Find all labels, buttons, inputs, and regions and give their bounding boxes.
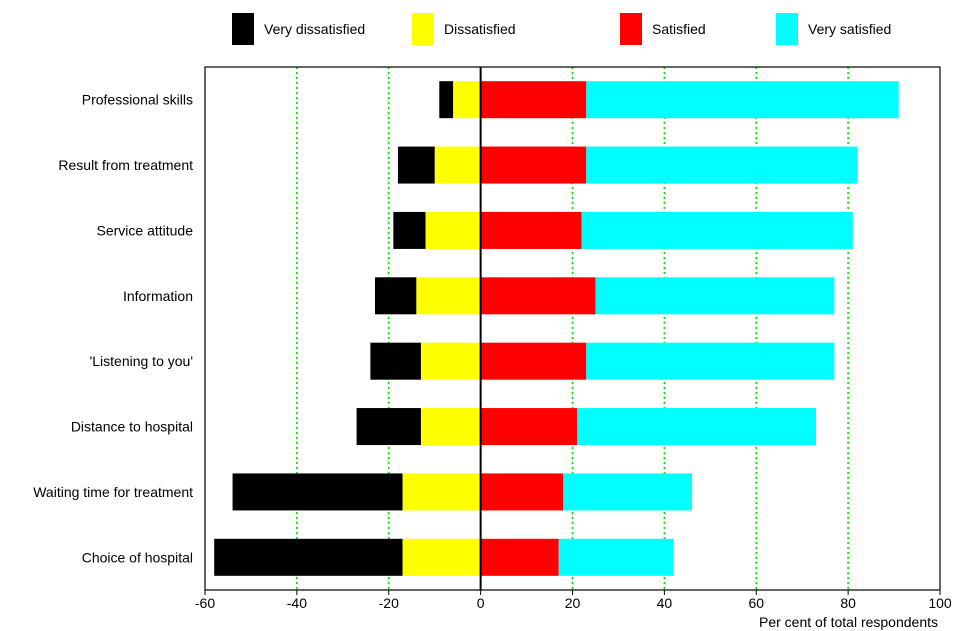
legend-swatch [776, 13, 798, 45]
bar-segment-very-dissatisfied [374, 277, 417, 315]
bar-segment-dissatisfied [402, 538, 481, 576]
x-tick-label: -20 [379, 595, 399, 611]
bar-segment-satisfied [480, 146, 587, 184]
category-label: Distance to hospital [71, 419, 193, 435]
x-tick-label: 0 [477, 595, 485, 611]
x-tick-label: -40 [287, 595, 307, 611]
bar-segment-satisfied [480, 81, 587, 119]
x-tick-label: 20 [565, 595, 581, 611]
bar-segment-satisfied [480, 342, 587, 380]
legend-label: Satisfied [652, 21, 706, 37]
legend-item: Satisfied [620, 12, 706, 46]
bar-segment-dissatisfied [420, 408, 481, 446]
legend-swatch [620, 13, 642, 45]
category-label: Professional skills [82, 92, 193, 108]
bar-segment-very-dissatisfied [397, 146, 435, 184]
bar-segment-very-satisfied [563, 473, 692, 511]
bar-segment-very-satisfied [595, 277, 835, 315]
bar-segment-dissatisfied [425, 211, 481, 249]
bar-segment-very-dissatisfied [370, 342, 421, 380]
legend-item: Very dissatisfied [232, 12, 365, 46]
legend-swatch [232, 13, 254, 45]
x-tick-label: 40 [657, 595, 673, 611]
bar-segment-very-satisfied [577, 408, 816, 446]
bar-segment-satisfied [480, 408, 578, 446]
x-tick-label: 100 [928, 595, 952, 611]
legend-label: Dissatisfied [444, 21, 516, 37]
x-axis-label: Per cent of total respondents [759, 614, 938, 630]
bar-segment-very-satisfied [586, 342, 835, 380]
bar-segment-dissatisfied [402, 473, 481, 511]
bar-segment-very-dissatisfied [439, 81, 454, 119]
bar-segment-very-dissatisfied [214, 538, 403, 576]
category-label: Choice of hospital [82, 549, 193, 565]
bar-segment-satisfied [480, 277, 596, 315]
x-tick-label: -60 [195, 595, 215, 611]
category-label: Waiting time for treatment [33, 484, 193, 500]
legend-item: Very satisfied [776, 12, 891, 46]
category-label: Result from treatment [58, 157, 193, 173]
bar-segment-dissatisfied [434, 146, 481, 184]
bar-segment-dissatisfied [453, 81, 481, 119]
legend-swatch [412, 13, 434, 45]
bar-segment-dissatisfied [416, 277, 481, 315]
bar-segment-very-satisfied [586, 81, 899, 119]
bar-segment-very-satisfied [581, 211, 853, 249]
bar-segment-very-satisfied [558, 538, 674, 576]
bar-segment-satisfied [480, 211, 582, 249]
x-tick-label: 80 [840, 595, 856, 611]
legend-label: Very dissatisfied [264, 21, 366, 37]
legend-item: Dissatisfied [412, 12, 516, 46]
bar-segment-very-satisfied [586, 146, 858, 184]
bar-segment-very-dissatisfied [393, 211, 426, 249]
bar-segment-very-dissatisfied [356, 408, 421, 446]
legend: Very dissatisfied Dissatisfied Satisfied Ve… [0, 12, 954, 46]
x-tick-label: 60 [748, 595, 764, 611]
category-label: Information [123, 288, 193, 304]
bar-segment-satisfied [480, 538, 559, 576]
legend-label: Very satisfied [808, 21, 892, 37]
bar-segment-very-dissatisfied [232, 473, 403, 511]
bar-segment-dissatisfied [420, 342, 481, 380]
bar-segment-satisfied [480, 473, 564, 511]
category-label: Service attitude [97, 222, 194, 238]
category-label: 'Listening to you' [90, 353, 193, 369]
